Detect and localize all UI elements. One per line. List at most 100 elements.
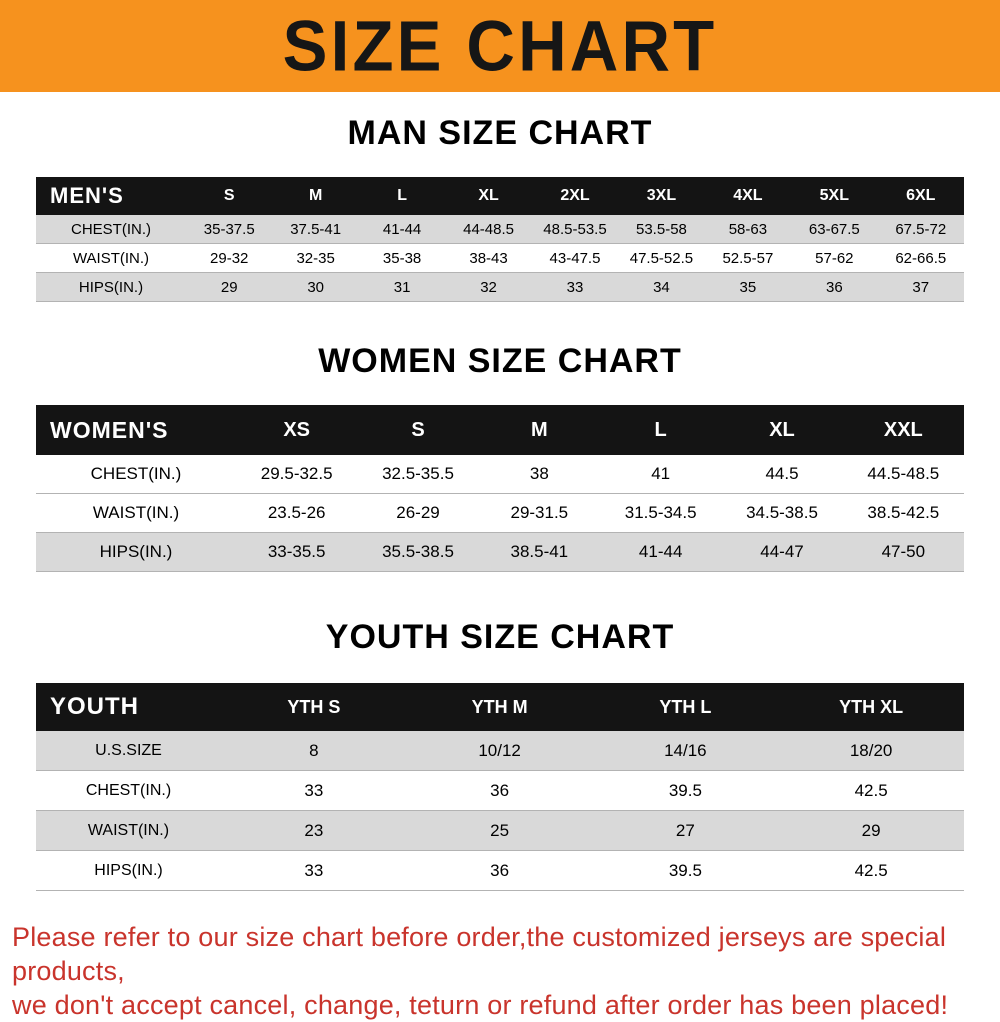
size-cell: 36 <box>791 279 877 296</box>
size-cell: 41 <box>600 464 721 484</box>
size-cell: 38-43 <box>445 250 531 267</box>
size-cell: 62-66.5 <box>878 250 964 267</box>
size-cell: 36 <box>407 781 593 801</box>
size-cell: 44-48.5 <box>445 221 531 238</box>
size-cell: 39.5 <box>593 861 779 881</box>
size-cell: 18/20 <box>778 741 964 761</box>
size-cell: 52.5-57 <box>705 250 791 267</box>
column-header: 2XL <box>532 187 618 205</box>
size-cell: 48.5-53.5 <box>532 221 618 238</box>
column-header: XL <box>721 419 842 442</box>
banner-title: SIZE CHART <box>283 5 718 88</box>
size-cell: 47-50 <box>843 542 964 562</box>
column-header: 6XL <box>878 187 964 205</box>
row-label: CHEST(IN.) <box>36 464 236 484</box>
size-cell: 33 <box>532 279 618 296</box>
column-header: YTH XL <box>778 697 964 718</box>
disclaimer-line-2: we don't accept cancel, change, teturn o… <box>12 989 988 1022</box>
youth-chart-heading: YOUTH SIZE CHART <box>0 618 1000 657</box>
column-header: S <box>357 419 478 442</box>
women-chart-heading: WOMEN SIZE CHART <box>0 342 1000 381</box>
size-cell: 58-63 <box>705 221 791 238</box>
size-cell: 29 <box>778 821 964 841</box>
column-header: S <box>186 187 272 205</box>
size-cell: 29.5-32.5 <box>236 464 357 484</box>
size-cell: 33 <box>221 781 407 801</box>
size-cell: 31 <box>359 279 445 296</box>
order-disclaimer: Please refer to our size chart before or… <box>12 921 988 1022</box>
row-label: HIPS(IN.) <box>36 862 221 880</box>
size-cell: 26-29 <box>357 503 478 523</box>
size-cell: 42.5 <box>778 781 964 801</box>
size-cell: 41-44 <box>600 542 721 562</box>
size-chart-banner: SIZE CHART <box>0 0 1000 92</box>
size-cell: 36 <box>407 861 593 881</box>
size-cell: 29-32 <box>186 250 272 267</box>
row-label: WAIST(IN.) <box>36 503 236 523</box>
row-label: HIPS(IN.) <box>36 542 236 562</box>
size-cell: 53.5-58 <box>618 221 704 238</box>
table-corner-label: YOUTH <box>36 693 221 721</box>
size-cell: 33 <box>221 861 407 881</box>
size-cell: 33-35.5 <box>236 542 357 562</box>
row-label: HIPS(IN.) <box>36 279 186 296</box>
column-header: 5XL <box>791 187 877 205</box>
size-cell: 34 <box>618 279 704 296</box>
column-header: YTH M <box>407 697 593 718</box>
row-label: U.S.SIZE <box>36 742 221 760</box>
size-cell: 8 <box>221 741 407 761</box>
size-cell: 25 <box>407 821 593 841</box>
size-cell: 32-35 <box>272 250 358 267</box>
size-cell: 44-47 <box>721 542 842 562</box>
column-header: XXL <box>843 419 964 442</box>
size-cell: 14/16 <box>593 741 779 761</box>
size-cell: 31.5-34.5 <box>600 503 721 523</box>
size-cell: 67.5-72 <box>878 221 964 238</box>
row-label: CHEST(IN.) <box>36 782 221 800</box>
size-cell: 10/12 <box>407 741 593 761</box>
size-cell: 29 <box>186 279 272 296</box>
size-cell: 32.5-35.5 <box>357 464 478 484</box>
column-header: XS <box>236 419 357 442</box>
size-cell: 47.5-52.5 <box>618 250 704 267</box>
column-header: L <box>359 187 445 205</box>
column-header: XL <box>445 187 531 205</box>
size-cell: 38 <box>479 464 600 484</box>
size-cell: 42.5 <box>778 861 964 881</box>
table-corner-label: WOMEN'S <box>36 417 236 444</box>
size-cell: 63-67.5 <box>791 221 877 238</box>
size-cell: 44.5 <box>721 464 842 484</box>
row-label: WAIST(IN.) <box>36 250 186 267</box>
column-header: YTH S <box>221 697 407 718</box>
column-header: L <box>600 419 721 442</box>
column-header: M <box>272 187 358 205</box>
size-cell: 37.5-41 <box>272 221 358 238</box>
size-cell: 37 <box>878 279 964 296</box>
size-cell: 35.5-38.5 <box>357 542 478 562</box>
size-cell: 35-37.5 <box>186 221 272 238</box>
size-cell: 29-31.5 <box>479 503 600 523</box>
size-cell: 27 <box>593 821 779 841</box>
size-cell: 35-38 <box>359 250 445 267</box>
size-cell: 38.5-42.5 <box>843 503 964 523</box>
size-cell: 43-47.5 <box>532 250 618 267</box>
size-cell: 57-62 <box>791 250 877 267</box>
size-cell: 35 <box>705 279 791 296</box>
column-header: M <box>479 419 600 442</box>
men-chart-heading: MAN SIZE CHART <box>0 114 1000 153</box>
column-header: 3XL <box>618 187 704 205</box>
row-label: WAIST(IN.) <box>36 822 221 840</box>
